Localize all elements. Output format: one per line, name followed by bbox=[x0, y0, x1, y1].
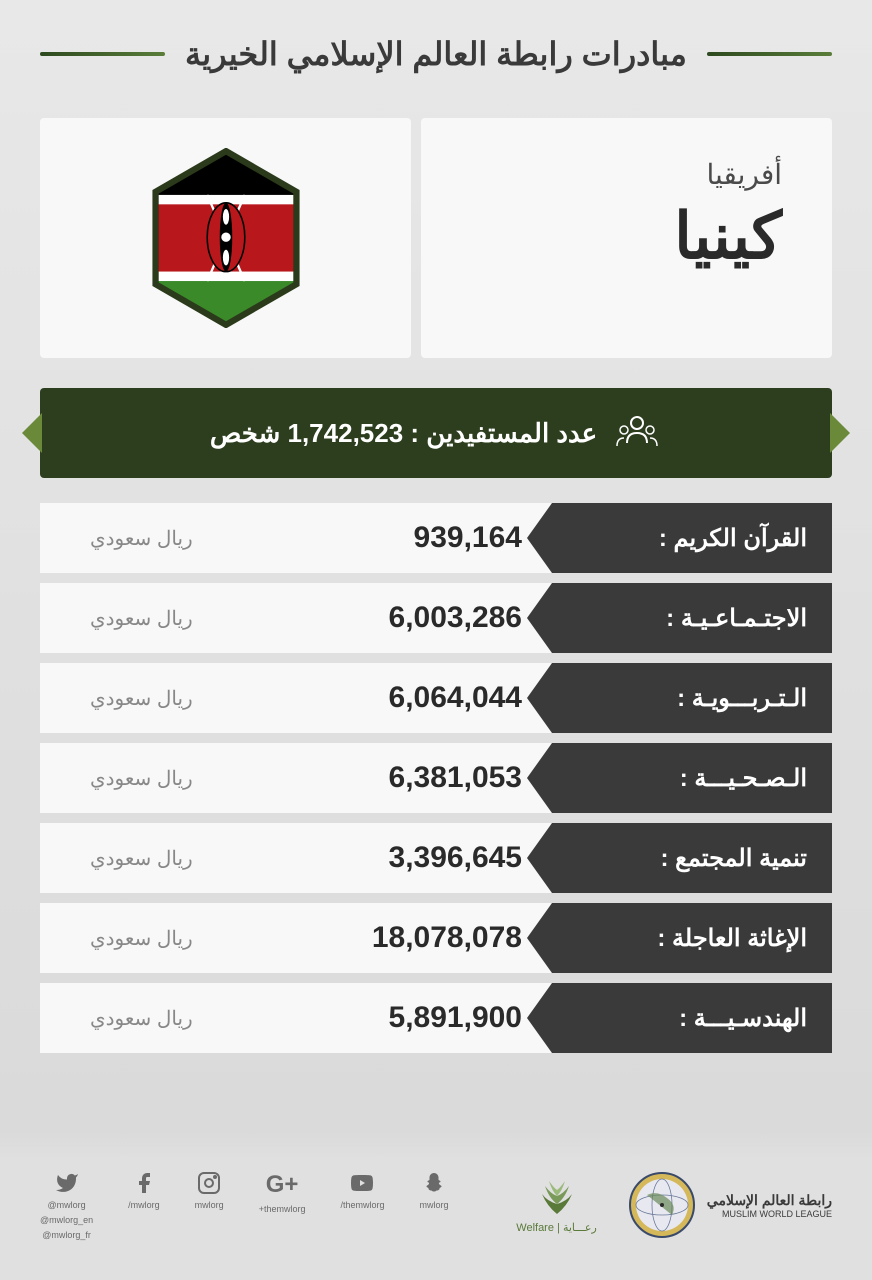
stat-value-cell: 6,381,053 ريال سعودي bbox=[40, 743, 552, 813]
stat-value-cell: 939,164 ريال سعودي bbox=[40, 503, 552, 573]
stat-label: الاجتـمـاعـيـة : bbox=[552, 583, 832, 653]
kenya-flag-hexagon bbox=[146, 148, 306, 328]
stat-currency: ريال سعودي bbox=[90, 766, 193, 791]
youtube-icon: /themwlorg bbox=[340, 1171, 384, 1210]
welfare-logo: رعـــاية | Welfare bbox=[516, 1176, 597, 1234]
main-title: مبادرات رابطة العالم الإسلامي الخيرية bbox=[185, 35, 687, 73]
header: مبادرات رابطة العالم الإسلامي الخيرية bbox=[0, 0, 872, 98]
welfare-text: رعـــاية | Welfare bbox=[516, 1221, 597, 1234]
stat-value-cell: 6,003,286 ريال سعودي bbox=[40, 583, 552, 653]
stat-label: القرآن الكريم : bbox=[552, 503, 832, 573]
stat-number: 6,003,286 bbox=[213, 601, 522, 635]
social-handle: +themwlorg bbox=[259, 1204, 306, 1214]
social-handle: /themwlorg bbox=[340, 1200, 384, 1210]
instagram-icon: mwlorg bbox=[195, 1171, 224, 1210]
mwl-english: MUSLIM WORLD LEAGUE bbox=[707, 1209, 832, 1219]
stat-row: تنمية المجتمع : 3,396,645 ريال سعودي bbox=[40, 823, 832, 893]
stat-value-cell: 3,396,645 ريال سعودي bbox=[40, 823, 552, 893]
mwl-text: رابطة العالم الإسلامي MUSLIM WORLD LEAGU… bbox=[707, 1192, 832, 1219]
stat-currency: ريال سعودي bbox=[90, 846, 193, 871]
stat-currency: ريال سعودي bbox=[90, 606, 193, 631]
country-section: أفريقيا كينيا bbox=[0, 98, 872, 388]
beneficiaries-unit: شخص bbox=[210, 418, 280, 448]
stat-label: الـتـربـــويـة : bbox=[552, 663, 832, 733]
stat-currency: ريال سعودي bbox=[90, 1006, 193, 1031]
stats-list: القرآن الكريم : 939,164 ريال سعودي الاجت… bbox=[0, 503, 872, 1053]
welfare-icon bbox=[527, 1176, 587, 1216]
social-icons: @mwlorg @mwlorg_en @mwlorg_fr /mwlorg mw… bbox=[40, 1171, 486, 1240]
mwl-arabic: رابطة العالم الإسلامي bbox=[707, 1192, 832, 1209]
stat-label: الـصـحـيـــة : bbox=[552, 743, 832, 813]
stat-number: 5,891,900 bbox=[213, 1001, 522, 1035]
infographic-container: مبادرات رابطة العالم الإسلامي الخيرية أف… bbox=[0, 0, 872, 1280]
flag-panel bbox=[40, 118, 411, 358]
stat-number: 939,164 bbox=[213, 521, 522, 555]
stat-label: الإغاثة العاجلة : bbox=[552, 903, 832, 973]
snapchat-icon: mwlorg bbox=[419, 1171, 448, 1210]
stat-row: الاجتـمـاعـيـة : 6,003,286 ريال سعودي bbox=[40, 583, 832, 653]
continent-label: أفريقيا bbox=[471, 158, 782, 191]
country-name: كينيا bbox=[471, 199, 782, 274]
stat-number: 3,396,645 bbox=[213, 841, 522, 875]
stat-row: الـتـربـــويـة : 6,064,044 ريال سعودي bbox=[40, 663, 832, 733]
stat-label: تنمية المجتمع : bbox=[552, 823, 832, 893]
stat-value-cell: 6,064,044 ريال سعودي bbox=[40, 663, 552, 733]
beneficiaries-text: عدد المستفيدين : 1,742,523 شخص bbox=[210, 418, 597, 449]
people-icon bbox=[612, 408, 662, 458]
stat-currency: ريال سعودي bbox=[90, 926, 193, 951]
stat-number: 18,078,078 bbox=[213, 921, 522, 955]
stat-row: الإغاثة العاجلة : 18,078,078 ريال سعودي bbox=[40, 903, 832, 973]
social-handle: @mwlorg_fr bbox=[42, 1230, 91, 1240]
footer: رابطة العالم الإسلامي MUSLIM WORLD LEAGU… bbox=[0, 1130, 872, 1280]
social-handle: mwlorg bbox=[195, 1200, 224, 1210]
stat-row: القرآن الكريم : 939,164 ريال سعودي bbox=[40, 503, 832, 573]
beneficiaries-bar: عدد المستفيدين : 1,742,523 شخص bbox=[40, 388, 832, 478]
globe-icon bbox=[627, 1170, 697, 1240]
social-handle: /mwlorg bbox=[128, 1200, 160, 1210]
stat-row: الهندسـيـــة : 5,891,900 ريال سعودي bbox=[40, 983, 832, 1053]
googleplus-icon: G+ +themwlorg bbox=[259, 1171, 306, 1214]
social-handle: @mwlorg bbox=[48, 1200, 86, 1210]
beneficiaries-value: 1,742,523 bbox=[288, 418, 404, 448]
social-handle: mwlorg bbox=[419, 1200, 448, 1210]
stat-row: الـصـحـيـــة : 6,381,053 ريال سعودي bbox=[40, 743, 832, 813]
stat-number: 6,064,044 bbox=[213, 681, 522, 715]
title-row: مبادرات رابطة العالم الإسلامي الخيرية bbox=[40, 35, 832, 73]
twitter-icon: @mwlorg @mwlorg_en @mwlorg_fr bbox=[40, 1171, 93, 1240]
social-handle: @mwlorg_en bbox=[40, 1215, 93, 1225]
stat-currency: ريال سعودي bbox=[90, 526, 193, 551]
stat-value-cell: 5,891,900 ريال سعودي bbox=[40, 983, 552, 1053]
mwl-logo: رابطة العالم الإسلامي MUSLIM WORLD LEAGU… bbox=[627, 1170, 832, 1240]
stat-number: 6,381,053 bbox=[213, 761, 522, 795]
stat-currency: ريال سعودي bbox=[90, 686, 193, 711]
country-text-panel: أفريقيا كينيا bbox=[421, 118, 832, 358]
facebook-icon: /mwlorg bbox=[128, 1171, 160, 1210]
stat-label: الهندسـيـــة : bbox=[552, 983, 832, 1053]
beneficiaries-label: عدد المستفيدين : bbox=[410, 418, 597, 448]
stat-value-cell: 18,078,078 ريال سعودي bbox=[40, 903, 552, 973]
